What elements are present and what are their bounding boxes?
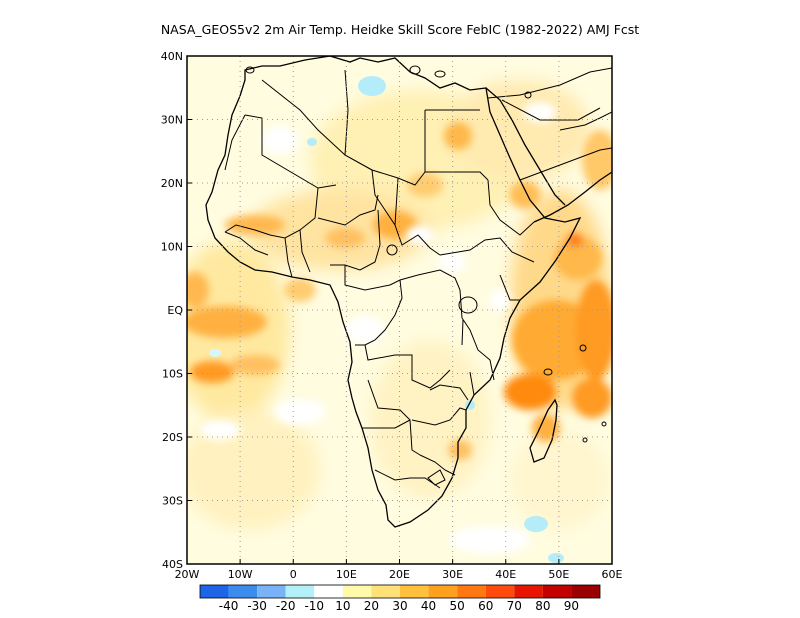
lon-tick-label: 60E — [602, 568, 623, 581]
lon-tick-label: 10W — [228, 568, 253, 581]
colorbar-swatch — [314, 585, 343, 598]
colorbar-swatch — [400, 585, 429, 598]
lon-tick-label: 30E — [442, 568, 463, 581]
lat-tick-label: 40N — [161, 50, 183, 63]
colorbar-swatch — [228, 585, 258, 598]
coastline — [205, 56, 612, 528]
colorbar-swatch — [285, 585, 315, 598]
colorbar-swatch — [485, 585, 515, 598]
colorbar-swatch — [428, 585, 458, 598]
skill-field — [187, 76, 612, 563]
colorbar-frame — [199, 584, 601, 599]
colorbar-label: 80 — [535, 599, 550, 613]
lakes — [245, 65, 607, 443]
lat-tick-label: 20S — [162, 431, 183, 444]
lat-tick-label: 10N — [161, 241, 183, 254]
lon-tick-label: 20E — [389, 568, 410, 581]
colorbar-swatch — [571, 585, 600, 598]
lat-tick-label: 30N — [161, 114, 183, 127]
colorbar: -40 -30 -20 -10 10 20 30 40 50 60 70 80 90 — [199, 584, 601, 613]
colorbar-swatch — [371, 585, 400, 598]
colorbar-label: 90 — [564, 599, 579, 613]
longitude-axis: 20W 10W 0 10E 20E 30E 40E 50E 60E — [175, 559, 623, 581]
colorbar-label: -10 — [304, 599, 324, 613]
colorbar-label: 60 — [478, 599, 493, 613]
colorbar-label: -40 — [219, 599, 239, 613]
graticule — [187, 56, 612, 564]
lon-tick-label: 0 — [290, 568, 297, 581]
lat-tick-label: 40S — [162, 558, 183, 571]
lat-tick-label: 30S — [162, 495, 183, 508]
colorbar-label: 20 — [364, 599, 379, 613]
colorbar-swatch — [542, 585, 572, 598]
colorbar-label: -30 — [247, 599, 267, 613]
colorbar-swatch — [342, 585, 372, 598]
lat-tick-label: EQ — [167, 304, 183, 317]
lon-tick-label: 50E — [548, 568, 569, 581]
colorbar-label: 70 — [507, 599, 522, 613]
colorbar-swatch — [257, 585, 286, 598]
colorbar-label: -20 — [276, 599, 296, 613]
country-borders — [224, 67, 612, 489]
colorbar-label: 30 — [392, 599, 407, 613]
colorbar-label: 50 — [450, 599, 465, 613]
lat-tick-label: 10S — [162, 368, 183, 381]
lat-tick-label: 20N — [161, 177, 183, 190]
colorbar-label: 40 — [421, 599, 436, 613]
lon-tick-label: 20W — [175, 568, 200, 581]
lon-tick-label: 40E — [495, 568, 516, 581]
colorbar-swatch — [514, 585, 543, 598]
colorbar-swatch — [457, 585, 486, 598]
lon-tick-label: 10E — [336, 568, 357, 581]
map-panel — [186, 55, 613, 565]
colorbar-label: 10 — [335, 599, 350, 613]
chart-title: NASA_GEOS5v2 2m Air Temp. Heidke Skill S… — [161, 22, 639, 37]
colorbar-swatch — [200, 585, 229, 598]
latitude-axis: 40N 30N 20N 10N EQ 10S 20S 30S 40S — [161, 50, 192, 571]
